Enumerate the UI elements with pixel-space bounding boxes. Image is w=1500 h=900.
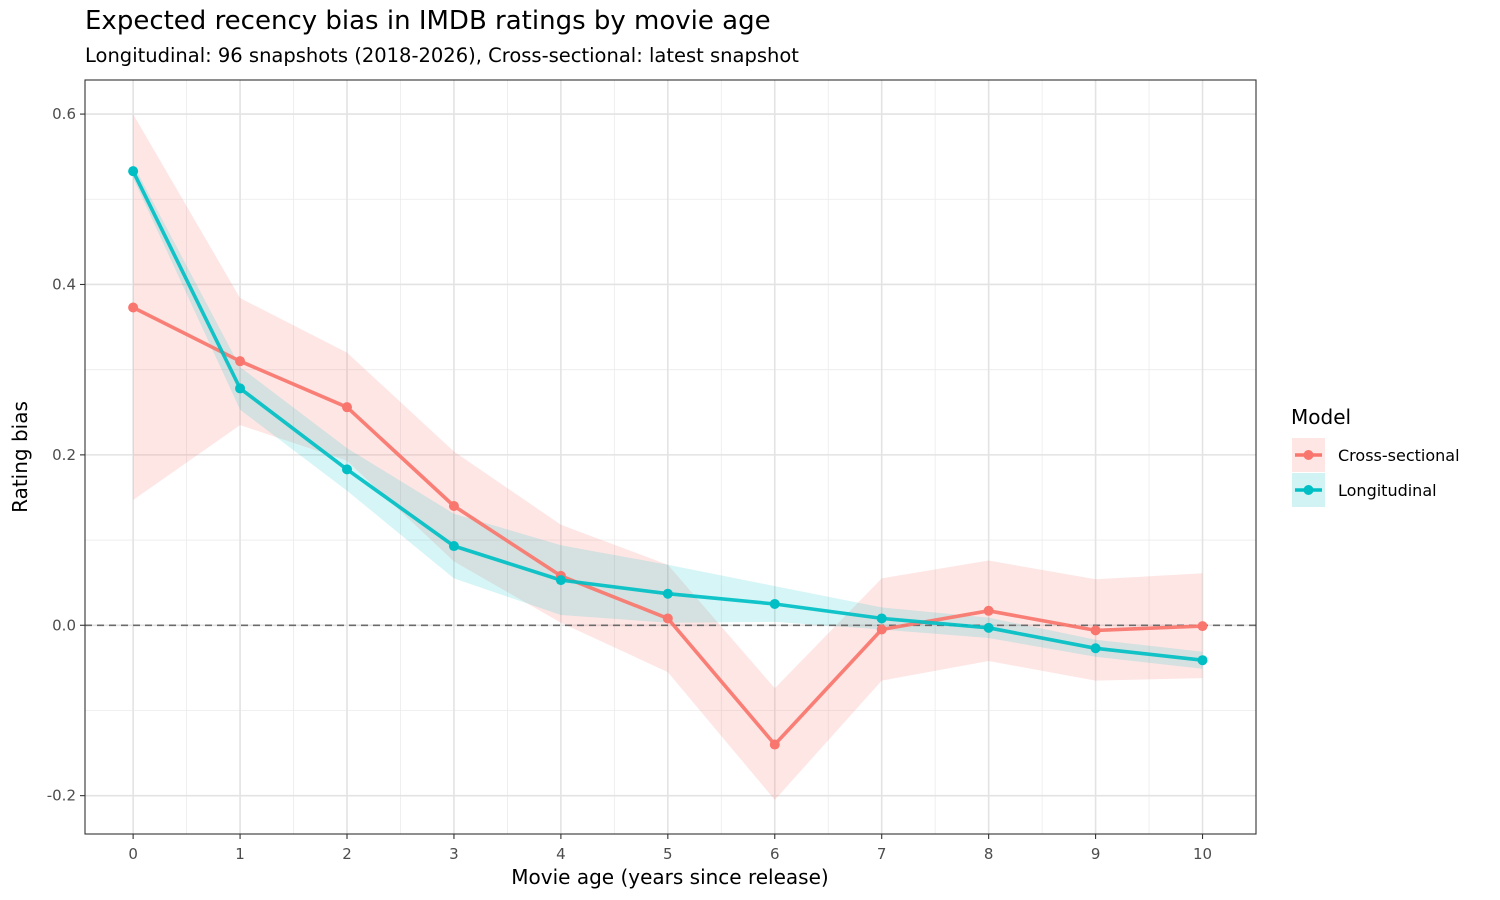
panel-border: [84, 79, 1257, 835]
legend-title: Model: [1291, 405, 1351, 429]
point-cross-sectional: [128, 302, 139, 313]
point-longitudinal: [128, 166, 139, 177]
ribbon-cross-sectional: [133, 114, 1203, 800]
point-longitudinal: [448, 541, 459, 552]
x-tick-label: 4: [556, 845, 566, 863]
legend-key-point-longitudinal: [1303, 485, 1314, 495]
y-tick-label: 0.4: [52, 275, 76, 293]
x-tick-label: 9: [1091, 845, 1101, 863]
x-axis: 0 1 2 3 4 5 6 7 8 9 10: [128, 834, 1212, 863]
y-tick-label: 0.2: [52, 446, 76, 464]
y-tick-label: 0.0: [52, 616, 76, 634]
point-longitudinal: [1197, 655, 1208, 666]
point-longitudinal: [662, 588, 673, 599]
point-cross-sectional: [1090, 625, 1101, 636]
grid-minor: [85, 80, 1256, 834]
legend-label-cross-sectional: Cross-sectional: [1338, 446, 1460, 465]
point-longitudinal: [555, 575, 566, 586]
grid-major: [85, 80, 1256, 834]
ribbon-longitudinal: [133, 164, 1203, 669]
point-longitudinal: [769, 598, 780, 609]
x-tick-label: 7: [877, 845, 887, 863]
point-cross-sectional: [342, 402, 353, 413]
point-cross-sectional: [662, 613, 673, 624]
series-points: [128, 166, 1208, 750]
point-cross-sectional: [1197, 621, 1208, 632]
legend-label-longitudinal: Longitudinal: [1338, 481, 1437, 500]
confidence-ribbons: [133, 114, 1203, 800]
x-tick-label: 6: [770, 845, 780, 863]
chart-subtitle: Longitudinal: 96 snapshots (2018-2026), …: [85, 44, 799, 67]
point-longitudinal: [1090, 643, 1101, 654]
y-axis: -0.2 0.0 0.2 0.4 0.6: [47, 105, 85, 805]
point-longitudinal: [876, 613, 887, 624]
x-tick-label: 0: [128, 845, 138, 863]
x-tick-label: 3: [449, 845, 459, 863]
point-cross-sectional: [983, 605, 994, 616]
x-tick-label: 2: [342, 845, 352, 863]
point-cross-sectional: [876, 624, 887, 635]
x-axis-title: Movie age (years since release): [511, 865, 828, 889]
chart-title: Expected recency bias in IMDB ratings by…: [85, 6, 771, 36]
x-tick-label: 5: [663, 845, 673, 863]
point-longitudinal: [235, 383, 246, 394]
x-tick-label: 10: [1193, 845, 1212, 863]
y-tick-label: 0.6: [52, 105, 76, 123]
point-cross-sectional: [235, 356, 246, 367]
point-longitudinal: [983, 622, 994, 633]
x-tick-label: 1: [235, 845, 245, 863]
legend-key-point-cross-sectional: [1303, 450, 1314, 460]
point-longitudinal: [342, 464, 353, 475]
y-axis-title: Rating bias: [8, 401, 32, 513]
legend: Model Cross-sectional Longitudinal: [1291, 405, 1460, 507]
x-tick-label: 8: [984, 845, 994, 863]
point-cross-sectional: [769, 739, 780, 750]
point-cross-sectional: [448, 500, 459, 511]
y-tick-label: -0.2: [47, 787, 76, 805]
